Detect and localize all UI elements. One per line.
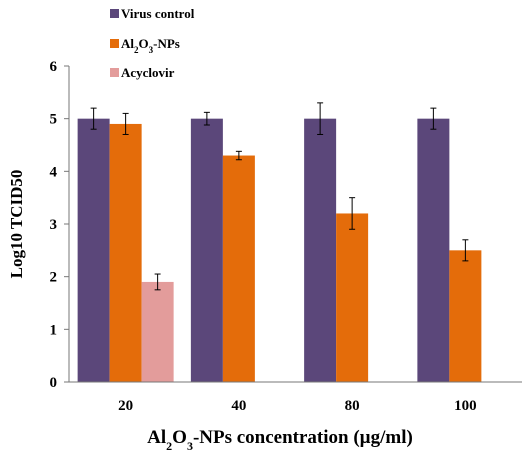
error-bar: [203, 111, 210, 126]
bar: [336, 213, 369, 382]
x-axis-ticks: 20 40 80 100: [118, 398, 477, 414]
x-tick-label: 40: [231, 398, 246, 414]
error-bar: [430, 107, 437, 130]
legend-swatch: [110, 9, 119, 18]
legend: Virus control Al2O3-NPs Acyclovir: [110, 6, 195, 80]
y-tick-label: 3: [50, 217, 58, 233]
legend-label: Acyclovir: [121, 65, 175, 80]
x-tick-label: 80: [345, 398, 360, 414]
bar: [141, 281, 174, 382]
error-bars: [90, 102, 469, 291]
x-tick-label: 100: [454, 398, 477, 414]
y-tick-label: 2: [50, 270, 58, 286]
error-bar: [462, 239, 469, 262]
legend-item: Acyclovir: [110, 65, 175, 80]
bar: [417, 118, 450, 383]
y-tick-label: 4: [50, 164, 58, 180]
legend-item: Virus control: [110, 6, 195, 21]
bar: [222, 155, 255, 382]
bar: [190, 118, 223, 383]
bar: [449, 250, 482, 382]
legend-swatch: [110, 39, 119, 48]
bar: [109, 123, 142, 382]
error-bar: [235, 150, 242, 161]
y-tick-label: 5: [50, 112, 58, 128]
y-axis-ticks: 0 1 2 3 4 5 6: [50, 59, 69, 391]
y-axis-title: Log10 TCID50: [7, 170, 26, 279]
x-tick-label: 20: [118, 398, 133, 414]
bar: [304, 118, 337, 383]
error-bar: [154, 273, 161, 291]
legend-item: Al2O3-NPs: [110, 36, 180, 55]
error-bar: [317, 102, 324, 135]
bar: [77, 118, 110, 383]
legend-label: Virus control: [121, 6, 195, 21]
bars: [77, 118, 482, 383]
error-bar: [122, 112, 129, 135]
y-tick-label: 6: [50, 59, 58, 75]
error-bar: [349, 197, 356, 230]
legend-label: Al2O3-NPs: [121, 36, 180, 55]
y-tick-label: 1: [50, 322, 58, 338]
x-axis-title: Al2O3-NPs concentration (µg/ml): [147, 427, 413, 453]
legend-swatch: [110, 68, 119, 77]
y-tick-label: 0: [50, 375, 58, 391]
error-bar: [90, 107, 97, 130]
